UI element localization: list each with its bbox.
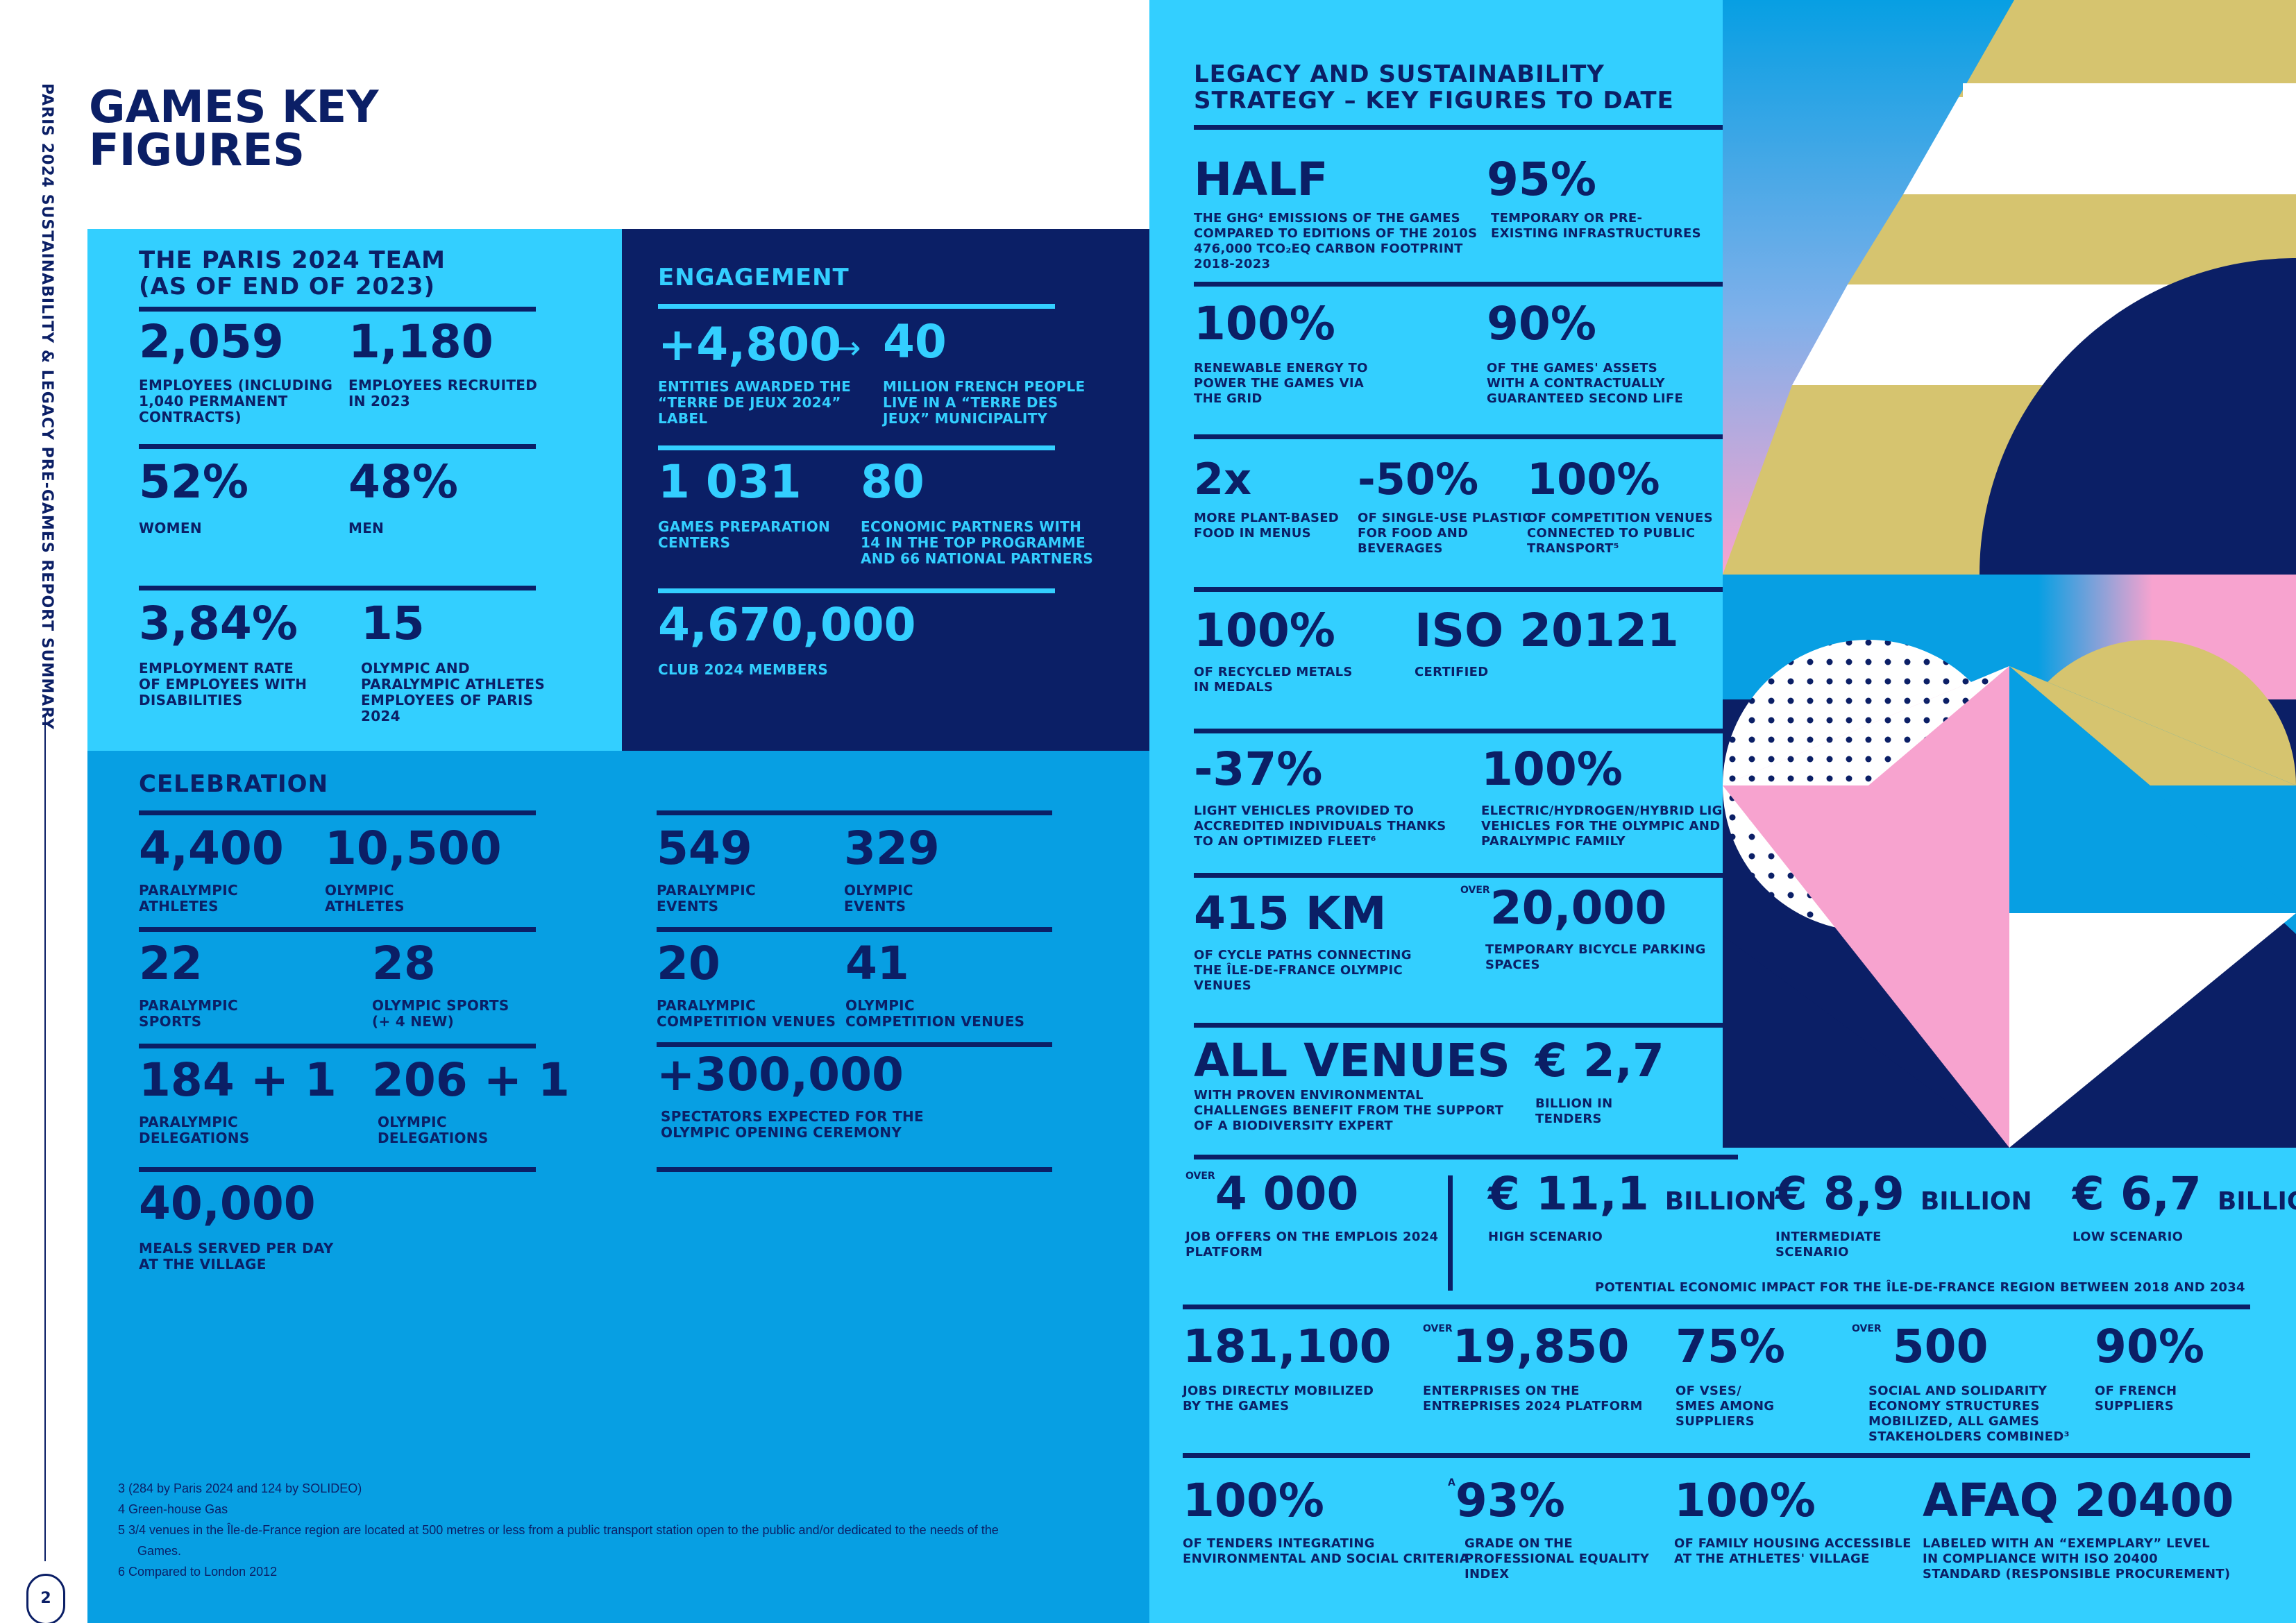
page-title: GAMES KEY FIGURES [89, 82, 379, 176]
footnotes: 3 (284 by Paris 2024 and 124 by SOLIDEO)… [118, 1481, 999, 1579]
divider [658, 445, 1055, 450]
stat-club-members: 4,670,000 CLUB 2024 MEMBERS [658, 598, 916, 678]
stat-plant-based: 2x MORE PLANT-BASED FOOD IN MENUS [1194, 454, 1340, 541]
stat-afaq-20400: AFAQ 20400 LABELED WITH AN “EXEMPLARY” L… [1923, 1474, 2234, 1582]
stat-temporary-infra: 95% TEMPORARY OR PRE- EXISTING INFRASTRUC… [1487, 153, 1701, 241]
stat-electric-vehicles: 100% ELECTRIC/HYDROGEN/HYBRID LIGHT VEHIC… [1481, 742, 1742, 849]
stat-economic-partners: 80 ECONOMIC PARTNERS WITH 14 IN THE TOP P… [861, 455, 1094, 567]
stat-enterprises: OVER19,850 ENTERPRISES ON THE ENTREPRISES… [1423, 1320, 1643, 1414]
stat-olympic-events: 329 OLYMPIC EVENTS [844, 822, 940, 915]
stat-french-suppliers: 90% OF FRENCH SUPPLIERS [2095, 1320, 2204, 1414]
stat-intermediate-scenario: € 8,9 BILLION INTERMEDIATE SCENARIO [1775, 1167, 2032, 1260]
stat-french-people: 40 MILLION FRENCH PEOPLE LIVE IN A “TERRE… [883, 315, 1086, 427]
divider [657, 1167, 1052, 1172]
stat-cycle-paths: 415 KM OF CYCLE PATHS CONNECTING THE ÎLE-… [1194, 887, 1412, 994]
stat-renewable-energy: 100% RENEWABLE ENERGY TO POWER THE GAMES … [1194, 297, 1368, 407]
stat-paralympic-events: 549 PARALYMPIC EVENTS [657, 822, 756, 915]
legacy-title: LEGACY AND SUSTAINABILITY STRATEGY – KEY… [1194, 60, 1674, 114]
stat-low-scenario: € 6,7 BILLION LOW SCENARIO [2073, 1167, 2296, 1245]
team-panel: THE PARIS 2024 TEAM (AS OF END OF 2023) … [87, 229, 622, 751]
side-rule [44, 715, 46, 1561]
stat-olympic-delegations: 206 + 1 OLYMPIC DELEGATIONS [372, 1053, 570, 1146]
stat-preparation-centers: 1 031 GAMES PREPARATION CENTERS [658, 455, 831, 551]
stat-equality-index: A93% GRADE ON THE PROFESSIONAL EQUALITY IN… [1448, 1474, 1650, 1582]
divider [1194, 282, 1738, 287]
stat-olympic-athletes: 10,500 OLYMPIC ATHLETES [325, 822, 502, 915]
divider [1194, 1023, 1738, 1028]
stat-paralympic-venues: 20 PARALYMPIC COMPETITION VENUES [657, 937, 836, 1030]
stat-women: 52% WOMEN [139, 455, 248, 536]
divider [657, 927, 1052, 932]
stat-men: 48% MEN [348, 455, 458, 536]
stat-all-venues: ALL VENUES WITH PROVEN ENVIRONMENTAL CHAL… [1194, 1034, 1510, 1134]
team-title: THE PARIS 2024 TEAM (AS OF END OF 2023) [139, 246, 446, 300]
divider [139, 307, 536, 312]
stat-meals: 40,000 MEALS SERVED PER DAY AT THE VILLAG… [139, 1177, 334, 1273]
stat-athlete-employees: 15 OLYMPIC AND PARALYMPIC ATHLETES EMPLOYE… [361, 597, 546, 724]
divider [139, 444, 536, 449]
stat-paralympic-athletes: 4,400 PARALYMPIC ATHLETES [139, 822, 284, 915]
stat-half-emissions: HALF THE GHG⁴ EMISSIONS OF THE GAMES COMP… [1194, 153, 1478, 272]
page-number: 2 [40, 1590, 51, 1607]
stat-tenders: € 2,7 BILLION IN TENDERS [1535, 1034, 1664, 1127]
divider [1194, 587, 1738, 592]
stat-recycled-metals: 100% OF RECYCLED METALS IN MEDALS [1194, 604, 1353, 695]
vertical-divider [1448, 1175, 1453, 1291]
engagement-title: ENGAGEMENT [658, 264, 850, 291]
engagement-panel: ENGAGEMENT +4,800 ENTITIES AWARDED THE “T… [622, 229, 1149, 751]
divider [139, 586, 536, 590]
divider [1183, 1305, 2250, 1309]
divider [657, 810, 1052, 815]
heart-icon [1723, 575, 2296, 1148]
stat-terre-de-jeux: +4,800 ENTITIES AWARDED THE “TERRE DE JEU… [658, 318, 852, 427]
stat-venues-transport: 100% OF COMPETITION VENUES CONNECTED TO P… [1527, 454, 1713, 556]
stat-recruited: 1,180 EMPLOYEES RECRUITED IN 2023 [348, 315, 538, 409]
arrow-icon: → [834, 329, 861, 366]
stat-vses-smes: 75% OF VSES/SMES AMONG SUPPLIERS [1675, 1320, 1785, 1429]
stat-paralympic-sports: 22 PARALYMPIC SPORTS [139, 937, 238, 1030]
stat-second-life: 90% OF THE GAMES' ASSETS WITH A CONTRACTU… [1487, 297, 1684, 407]
stat-disability-rate: 3,84% EMPLOYMENT RATE OF EMPLOYEES WITH DI… [139, 597, 307, 708]
page-number-badge: 2 [26, 1574, 65, 1623]
stat-light-vehicles: -37% LIGHT VEHICLES PROVIDED TO ACCREDITE… [1194, 742, 1446, 849]
celebration-panel: CELEBRATION 4,400 PARALYMPIC ATHLETES 10,… [87, 751, 1149, 1623]
stat-bicycle-parking: OVER20,000 TEMPORARY BICYCLE PARKING SPAC… [1460, 881, 1706, 973]
stat-tenders-criteria: 100% OF TENDERS INTEGRATING ENVIRONMENTAL… [1183, 1474, 1469, 1567]
stat-olympic-venues: 41 OLYMPIC COMPETITION VENUES [845, 937, 1025, 1030]
divider [1194, 873, 1738, 878]
divider [658, 588, 1055, 593]
divider [1194, 125, 1738, 130]
geometric-pattern-icon [1723, 0, 2296, 575]
stat-social-economy: OVER 500 SOCIAL AND SOLIDARITY ECONOMY STR… [1852, 1320, 2070, 1445]
stat-paralympic-delegations: 184 + 1 PARALYMPIC DELEGATIONS [139, 1053, 337, 1146]
celebration-title: CELEBRATION [139, 770, 329, 798]
divider [1183, 1453, 2250, 1458]
stat-job-offers: OVER4 000 JOB OFFERS ON THE EMPLOIS 2024… [1185, 1167, 1439, 1260]
stat-family-housing: 100% OF FAMILY HOUSING ACCESSIBLE AT THE … [1674, 1474, 1911, 1567]
stat-single-use-plastic: -50% OF SINGLE-USE PLASTIC FOR FOOD AND BE… [1358, 454, 1532, 556]
divider [139, 1167, 536, 1172]
stat-iso-20121: ISO 20121 CERTIFIED [1415, 604, 1679, 680]
decorative-artwork-top [1723, 0, 2296, 575]
stat-spectators: +300,000 SPECTATORS EXPECTED FOR THE OLYM… [657, 1048, 924, 1141]
divider [1194, 434, 1738, 439]
divider [1194, 729, 1738, 733]
decorative-artwork-heart [1723, 575, 2296, 1148]
divider [139, 810, 536, 815]
divider [1194, 1155, 1738, 1159]
stat-jobs-mobilized: 181,100 JOBS DIRECTLY MOBILIZED BY THE GA… [1183, 1320, 1392, 1414]
stat-olympic-sports: 28 OLYMPIC SPORTS (+ 4 NEW) [372, 937, 509, 1030]
side-title: PARIS 2024 SUSTAINABILITY & LEGACY PRE-G… [38, 83, 56, 730]
stat-high-scenario: € 11,1 BILLION HIGH SCENARIO [1488, 1167, 1777, 1245]
divider [658, 304, 1055, 309]
impact-caption: POTENTIAL ECONOMIC IMPACT FOR THE ÎLE-DE… [1595, 1280, 2245, 1295]
stat-employees: 2,059 EMPLOYEES (INCLUDING 1,040 PERMANEN… [139, 315, 333, 425]
divider [139, 927, 536, 932]
divider [139, 1044, 536, 1048]
divider [657, 1042, 1052, 1047]
